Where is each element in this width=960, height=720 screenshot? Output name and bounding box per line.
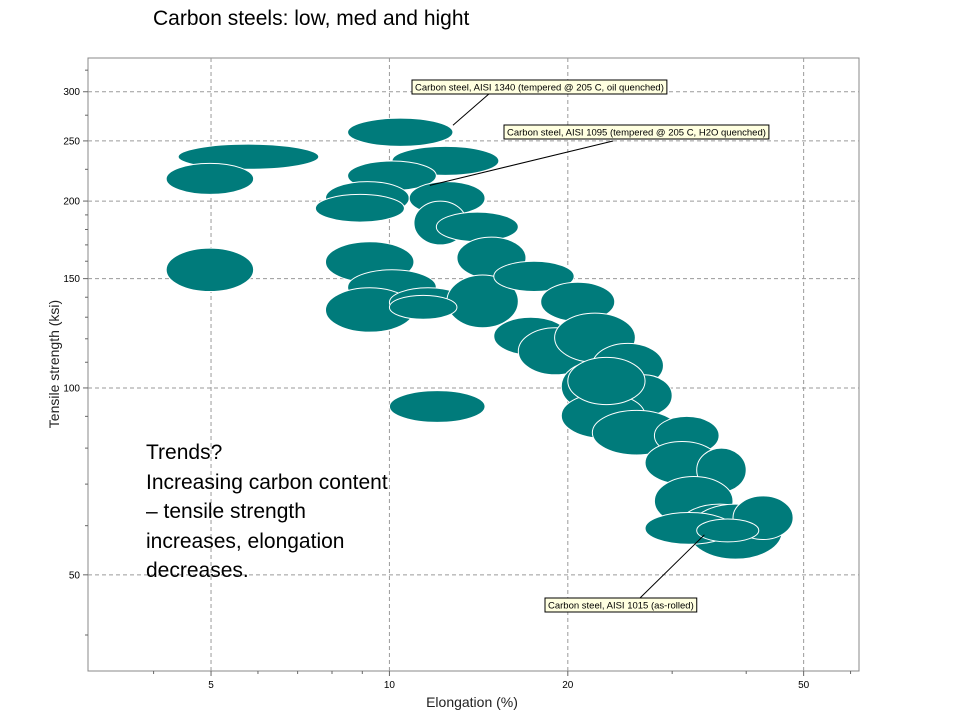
callout-box (544, 597, 698, 613)
callout-leader (429, 140, 614, 186)
trends-note: Trends? Increasing carbon content – tens… (146, 438, 388, 586)
material-bubble[interactable] (165, 162, 255, 195)
x-tick-label: 5 (208, 680, 214, 691)
callouts: Carbon steel, AISI 1340 (tempered @ 205 … (411, 79, 770, 613)
x-tick-label: 50 (798, 680, 810, 691)
material-bubble[interactable] (388, 294, 458, 320)
trends-line: decreases. (146, 559, 249, 582)
x-axis-title: Elongation (%) (426, 694, 518, 710)
callout: Carbon steel, AISI 1340 (tempered @ 205 … (411, 79, 668, 126)
callout-leader (639, 534, 705, 599)
y-tick-label: 50 (69, 570, 81, 581)
y-tick-label: 300 (63, 87, 80, 98)
x-tick-label: 10 (384, 680, 396, 691)
bubble-series (165, 117, 794, 560)
y-tick-label: 150 (63, 274, 80, 285)
material-bubble[interactable] (696, 518, 760, 543)
trends-line: Increasing carbon content (146, 470, 388, 494)
y-axis-title: Tensile strength (ksi) (46, 300, 62, 428)
trends-line: increases, elongation (146, 529, 345, 553)
callout-box (411, 79, 668, 95)
minor-ticks (83, 69, 852, 676)
callout-box (503, 124, 770, 140)
material-bubble[interactable] (165, 247, 255, 293)
callout: Carbon steel, AISI 1015 (as-rolled) (544, 534, 705, 613)
y-tick-label: 200 (63, 197, 80, 208)
callout-label: Carbon steel, AISI 1340 (tempered @ 205 … (415, 83, 664, 94)
slide-title: Carbon steels: low, med and hight (153, 7, 470, 30)
material-bubble[interactable] (493, 260, 575, 293)
material-bubble[interactable] (435, 211, 519, 243)
y-tick-label: 100 (63, 383, 80, 394)
callout: Carbon steel, AISI 1095 (tempered @ 205 … (429, 124, 770, 186)
material-bubble[interactable] (347, 117, 454, 147)
tick-labels: 5 10 20 50 50 100 150 200 250 300 (63, 87, 809, 691)
x-tick-label: 20 (562, 680, 574, 691)
material-bubble[interactable] (314, 193, 405, 223)
material-bubble[interactable] (388, 390, 486, 423)
material-bubble[interactable] (567, 356, 646, 406)
y-tick-label: 250 (63, 136, 80, 147)
trends-line: – tensile strength (146, 500, 306, 523)
callout-label: Carbon steel, AISI 1095 (tempered @ 205 … (507, 128, 766, 139)
callout-leader (452, 92, 491, 126)
callout-label: Carbon steel, AISI 1015 (as-rolled) (548, 601, 694, 612)
trends-line: Trends? (146, 441, 223, 464)
